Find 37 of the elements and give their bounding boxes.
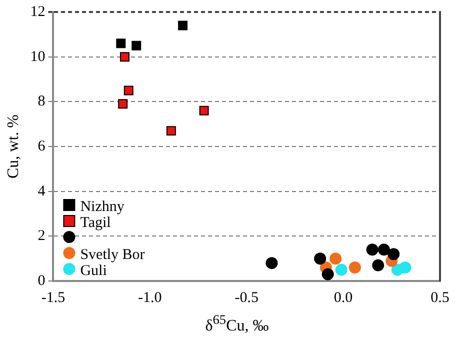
x-tick-label: -1.0 <box>138 290 162 306</box>
point <box>266 257 278 270</box>
point <box>366 244 378 256</box>
x-tick-label: -0.5 <box>234 290 258 306</box>
x-tick-label: -1.5 <box>41 290 66 306</box>
legend-label: Guli <box>80 262 107 279</box>
y-tick-label: 10 <box>30 48 46 65</box>
legend-label: Tagil <box>80 214 111 231</box>
point <box>388 248 400 260</box>
point <box>378 244 390 256</box>
y-tick-label: 2 <box>38 228 46 244</box>
point <box>348 262 361 274</box>
point <box>330 252 342 265</box>
y-tick-label: 4 <box>38 183 46 200</box>
point <box>120 52 130 62</box>
point <box>116 38 126 48</box>
legend-label: Svetly Bor <box>80 246 145 263</box>
legend-label: Nizhny <box>80 198 125 215</box>
x-axis-title: δ$^{65}$Cu, ‰ <box>204 312 270 336</box>
point <box>335 264 348 276</box>
y-tick-label: 0 <box>38 272 46 289</box>
x-tick-label: 0.5 <box>430 290 450 306</box>
y-tick-label: 8 <box>38 94 46 110</box>
point <box>132 40 142 50</box>
y-axis-title: Cu, wt. % <box>4 114 22 178</box>
point <box>314 252 326 265</box>
x-tick-label: 0.0 <box>334 290 353 306</box>
point <box>372 259 384 272</box>
y-tick-label: 12 <box>30 4 46 20</box>
point <box>178 20 188 30</box>
point <box>166 126 176 136</box>
y-tick-label: 6 <box>38 138 46 154</box>
point <box>399 262 412 274</box>
point <box>124 86 134 96</box>
point <box>199 106 209 116</box>
point <box>322 268 334 280</box>
point <box>118 99 128 109</box>
